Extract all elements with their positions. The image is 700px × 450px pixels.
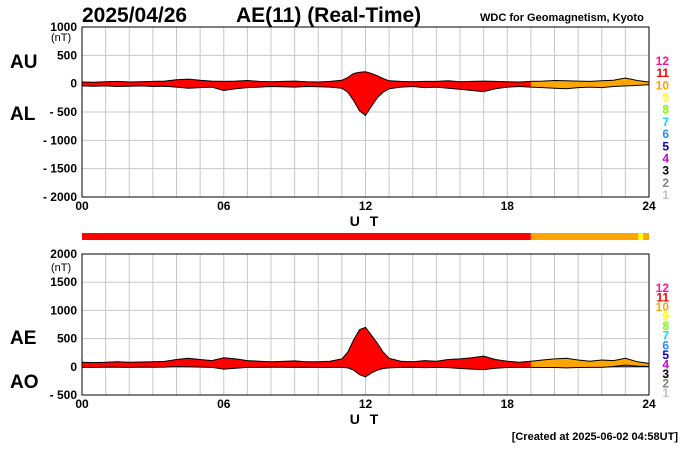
ao-label: AO [10, 372, 39, 393]
x-tick-label: 00 [75, 199, 89, 213]
station-count-legend-item: 10 [656, 300, 670, 314]
station-count-legend-item: 3 [662, 164, 669, 178]
station-count-legend-item: 5 [662, 348, 669, 362]
station-count-legend-item: 12 [656, 54, 670, 68]
station-count-legend-item: 4 [662, 151, 669, 165]
panel2-unit: (nT) [51, 262, 72, 274]
al-label: AL [10, 104, 36, 125]
station-count-legend-item: 12 [656, 281, 670, 295]
y-tick-label: - 1000 [43, 133, 77, 147]
lower-series-line [81, 364, 650, 378]
panel1-unit: (nT) [51, 32, 72, 44]
station-count-legend-item: 11 [656, 291, 669, 305]
x-tick-label: 06 [217, 199, 231, 213]
y-tick-label: 0 [70, 77, 77, 91]
x-tick-label: 06 [217, 397, 231, 411]
plot-frame [81, 26, 650, 198]
y-tick-label: 500 [57, 48, 77, 62]
y-tick-label: - 1500 [43, 162, 77, 176]
station-count-legend-item: 7 [662, 329, 669, 343]
y-tick-label: - 500 [50, 105, 78, 119]
created-timestamp: [Created at 2025-06-02 04:58UT] [511, 431, 678, 443]
station-count-legend-item: 1 [662, 386, 669, 400]
station-bar-segment [530, 233, 639, 240]
station-bar-segment [643, 233, 649, 240]
data-source: WDC for Geomagnetism, Kyoto [480, 12, 644, 24]
y-tick-label: - 2000 [43, 190, 77, 204]
ae-label: AE [10, 328, 37, 349]
y-tick-label: - 500 [50, 388, 78, 402]
x-tick-label: 18 [501, 199, 515, 213]
station-count-legend-item: 3 [662, 367, 669, 381]
y-tick-label: 1500 [50, 275, 77, 289]
lower-series-line [81, 84, 650, 117]
y-tick-label: 500 [57, 332, 77, 346]
station-count-legend-item: 9 [662, 310, 669, 324]
station-count-legend-item: 4 [662, 357, 669, 371]
y-tick-label: 1000 [50, 20, 77, 34]
y-tick-label: 2000 [50, 247, 77, 261]
station-count-legend-item: 7 [662, 115, 669, 129]
station-count-legend-item: 10 [656, 78, 670, 92]
station-count-legend-item: 5 [662, 139, 669, 153]
chart-title: AE(11) (Real-Time) [236, 4, 422, 27]
upper-series-line [81, 71, 650, 83]
chart-date: 2025/04/26 [82, 4, 188, 27]
index-area-segment [82, 327, 531, 377]
x-axis-title: U T [350, 411, 382, 427]
index-area-segment [82, 71, 531, 116]
station-count-legend-item: 8 [662, 319, 669, 333]
station-count-legend-item: 8 [662, 103, 669, 117]
station-count-legend-item: 1 [662, 188, 669, 202]
upper-series-line [81, 326, 650, 364]
au-label: AU [10, 52, 38, 73]
station-bar-segment [82, 233, 531, 240]
station-count-legend-item: 2 [662, 376, 669, 390]
y-tick-label: 1000 [50, 303, 77, 317]
station-bar-segment [638, 233, 644, 240]
station-count-legend-item: 6 [662, 127, 669, 141]
station-count-legend-item: 9 [662, 91, 669, 105]
station-count-legend-item: 6 [662, 338, 669, 352]
station-count-legend-item: 11 [656, 66, 669, 80]
station-count-legend-item: 2 [662, 176, 669, 190]
x-tick-label: 18 [501, 397, 515, 411]
x-tick-label: 00 [75, 397, 89, 411]
x-tick-label: 24 [642, 199, 656, 213]
x-axis-title: U T [350, 213, 382, 229]
plot-frame [81, 253, 650, 396]
y-tick-label: 0 [70, 360, 77, 374]
x-tick-label: 12 [359, 397, 373, 411]
x-tick-label: 24 [642, 397, 656, 411]
x-tick-label: 12 [359, 199, 373, 213]
